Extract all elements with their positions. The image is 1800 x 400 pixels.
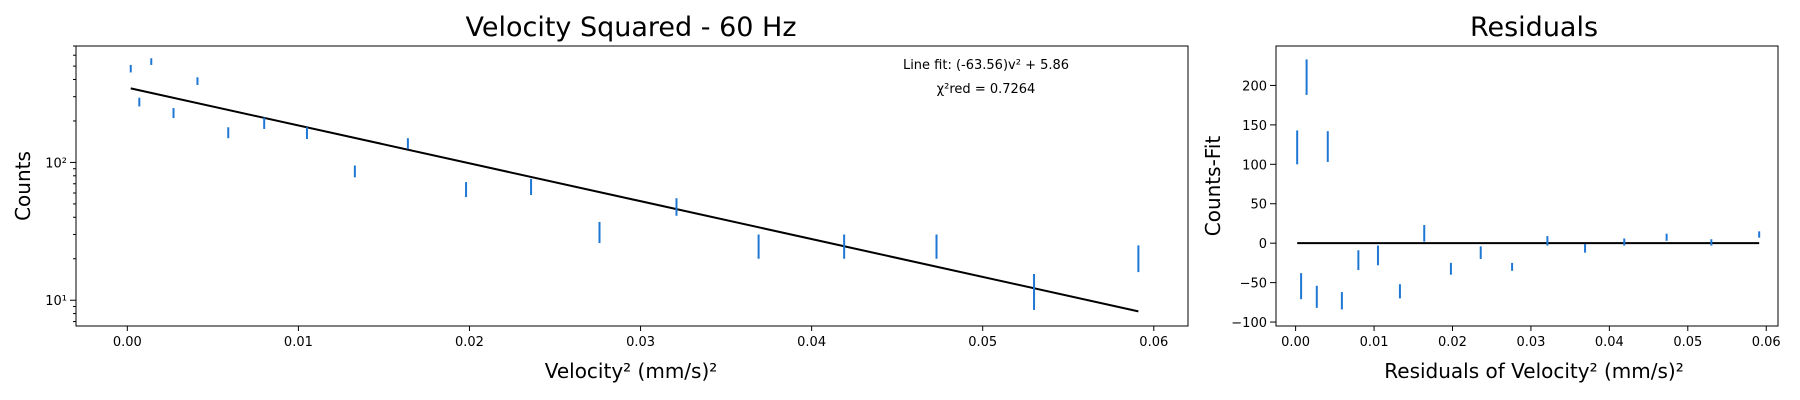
chi-squared: χ²red = 0.7264 [937,82,1036,97]
x-axis: 0.00 0.01 0.02 0.03 0.04 0.05 0.06 [113,326,1168,350]
x-tick-label: 0.02 [455,335,484,350]
residuals-chart: Residuals 0.00 0.01 0.02 0.03 0.04 0.05 0.06 −… [1201,12,1781,383]
chart-title: Residuals [1470,12,1598,43]
x-tick-label: 0.03 [626,335,655,350]
x-tick-label: 0.06 [1139,335,1168,350]
x-tick-label: 0.01 [1360,335,1389,350]
velocity-squared-chart: Velocity Squared - 60 Hz 0.00 0.01 0.02 0.0… [11,12,1189,383]
fit-line [130,87,1139,313]
x-tick-label: 0.06 [1752,335,1781,350]
y-tick-label: 50 [1250,198,1267,213]
x-tick-label: 0.05 [968,335,997,350]
y-axis-label: Counts [11,151,35,221]
y-tick-label: 10² [45,156,67,171]
x-axis-label: Residuals of Velocity² (mm/s)² [1384,359,1683,383]
y-tick-label: 150 [1242,119,1267,134]
y-axis: 10¹ 10² [45,45,76,323]
chart-title: Velocity Squared - 60 Hz [465,12,796,43]
x-tick-label: 0.05 [1673,335,1702,350]
fit-annotation: Line fit: (-63.56)v² + 5.86 χ²red = 0.72… [903,58,1069,97]
data-series [129,58,1140,313]
data-series [1296,59,1761,310]
y-tick-label: −100 [1231,316,1267,331]
x-tick-label: 0.00 [1281,335,1310,350]
y-tick-label: 0 [1259,237,1267,252]
x-tick-label: 0.04 [797,335,826,350]
x-axis-label: Velocity² (mm/s)² [545,359,718,383]
fit-equation: Line fit: (-63.56)v² + 5.86 [903,58,1069,73]
x-tick-label: 0.04 [1595,335,1624,350]
y-tick-label: 100 [1242,158,1267,173]
x-tick-label: 0.03 [1516,335,1545,350]
y-axis-label: Counts-Fit [1201,136,1225,237]
y-tick-label: −50 [1240,277,1267,292]
x-tick-label: 0.01 [284,335,313,350]
x-tick-label: 0.02 [1438,335,1467,350]
x-tick-label: 0.00 [113,335,142,350]
x-axis: 0.00 0.01 0.02 0.03 0.04 0.05 0.06 [1281,326,1781,350]
plot-frame [75,45,1189,327]
y-tick-label: 200 [1242,79,1267,94]
y-tick-label: 10¹ [45,294,67,309]
plot-frame [1275,45,1779,327]
y-axis: −100 −50 0 50 100 150 200 [1231,79,1276,331]
